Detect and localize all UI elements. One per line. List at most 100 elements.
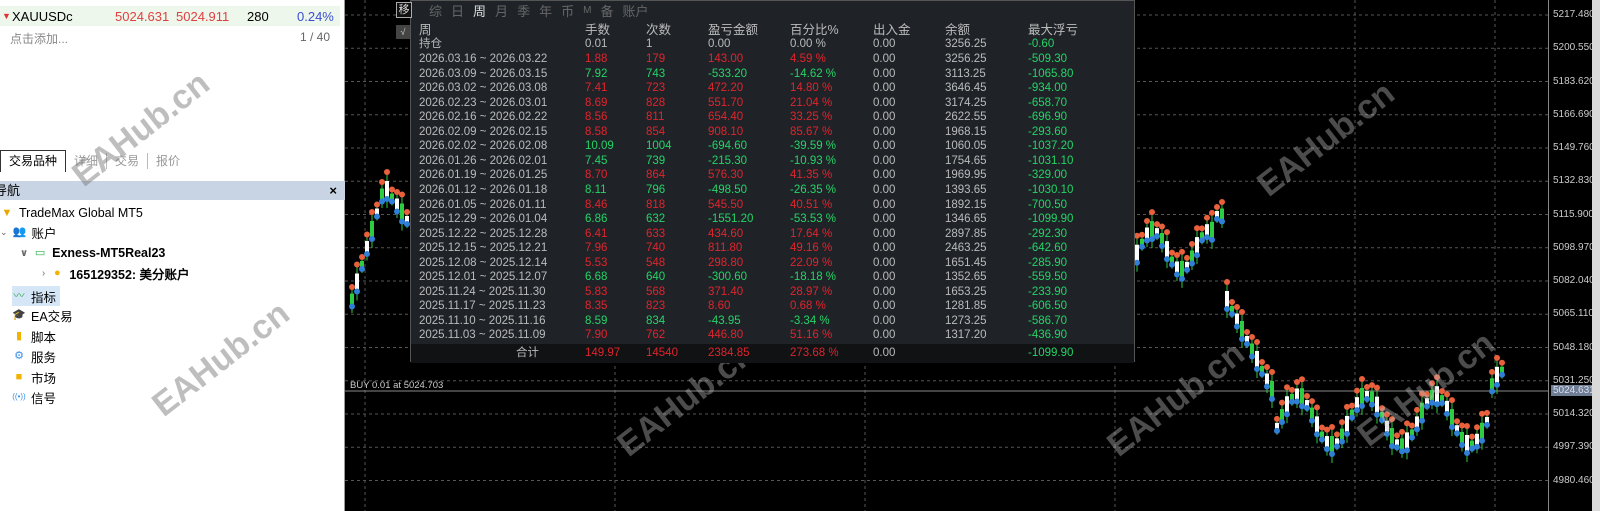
buy-marker [1339,438,1345,445]
period-tab[interactable]: 账户 [622,3,649,19]
tab-trading[interactable]: 交易 [107,153,149,169]
nav-item-broker[interactable]: ▼ TradeMax Global MT5 [1,206,143,220]
cell: 2463.25 [945,242,987,255]
period-tab[interactable]: 季 [517,3,531,19]
cell: 7.41 [585,82,608,95]
period-tab[interactable]: 月 [495,3,509,19]
toggle-checkbox[interactable]: √ [396,25,410,39]
buy-marker [1279,419,1285,426]
accounts-icon: 👥 [12,226,27,238]
table-row: 2026.01.19 ~ 2026.01.25 8.70 864 576.30 41.3… [411,168,1134,183]
price-label: 5183.620 [1553,75,1595,87]
sell-marker [389,186,395,193]
nav-item-server[interactable]: ∨ ▭ Exness-MT5Real23 [20,246,166,260]
cell: -1037.20 [1028,140,1074,153]
sell-marker [1244,329,1250,335]
script-icon: ▮ [15,330,23,342]
period-tab[interactable]: 日 [451,3,465,19]
sell-marker [379,179,385,185]
candle-body [1380,412,1384,421]
buy-marker [1229,311,1235,317]
buy-marker [1169,261,1175,268]
nav-item-accounts[interactable]: ⌄ 👥 账户 [0,226,57,241]
cell: 654.40 [708,111,744,124]
cell: 1393.65 [945,183,987,196]
period-tab[interactable]: 币 [561,3,575,19]
candle-body [1430,389,1434,403]
candle-body [1390,428,1394,447]
cell: 0.00 [873,300,896,313]
cell: 41.35 % [790,169,833,182]
buy-marker [404,221,410,227]
buy-marker [1439,400,1445,407]
nav-item-signals[interactable]: ((•)) 信号 [12,391,57,406]
cell: 1754.65 [945,154,987,167]
add-symbol-row[interactable]: 点击添加... 1 / 40 [0,28,340,46]
nav-item-services[interactable]: ⚙ 服务 [12,346,56,366]
sell-marker [1424,391,1430,398]
table-row: 2026.02.02 ~ 2026.02.08 10.09 1004 -694.60 -… [411,139,1134,154]
cell: 740 [646,242,666,255]
cell: 1 [646,38,653,50]
cell: -293.60 [1028,125,1068,138]
tab-symbols[interactable]: 交易品种 [0,150,67,172]
period-tab[interactable]: 备 [600,3,614,19]
move-button[interactable]: 移 [396,2,412,18]
buy-marker [379,198,385,205]
cell: 0.00 [873,140,896,153]
period-tab[interactable]: 周 [473,3,487,19]
nav-item-market[interactable]: ■ 市场 [12,367,56,387]
cell: 298.80 [708,256,744,269]
buy-marker [1299,403,1305,410]
sell-marker [1159,223,1165,230]
nav-item-scripts[interactable]: ▮ 脚本 [12,326,56,346]
market-watch-row[interactable]: ▼ XAUUSDc 5024.631 5024.911 280 0.24% [0,6,340,26]
cell: -934.00 [1028,82,1068,95]
price-axis[interactable]: 5217.480 5200.550 5183.620 5166.690 5149.760… [1548,0,1597,511]
tab-ticks[interactable]: 报价 [156,154,181,168]
cell: 8.56 [585,111,608,124]
buy-marker [1269,396,1275,402]
cell: 7.90 [585,329,608,342]
cell: -1551.20 [708,213,754,226]
nav-item-indicators[interactable]: 〰指标 [12,286,61,306]
cell: 1004 [646,140,672,153]
cell: -233.90 [1028,285,1068,298]
cell: 百分比% [790,23,839,37]
candle-body [1340,428,1344,442]
cell: 818 [646,198,666,211]
cell: 0.00 [873,111,896,124]
period-tab[interactable]: M [583,4,592,16]
close-icon[interactable]: × [329,183,337,198]
sell-marker [1434,374,1440,381]
sell-marker [1349,402,1355,409]
period-tab[interactable]: 综 [429,3,443,19]
cell: 811.80 [708,242,743,255]
period-tab[interactable]: 年 [539,3,553,19]
cell: 1969.95 [945,169,987,182]
sell-marker [1194,225,1200,232]
ask-price: 5024.911 [176,8,230,24]
sell-marker [1484,409,1490,416]
sell-marker [1169,249,1175,256]
window-border [1592,0,1600,511]
tab-details[interactable]: 详细 [66,153,108,169]
cell: 28.97 % [790,285,833,298]
cell: 8.46 [585,198,608,211]
price-label: 5031.250 [1553,374,1595,386]
sell-marker [1414,406,1420,413]
nav-item-ea[interactable]: 🎓 EA交易 [12,309,73,324]
cell: -559.50 [1028,271,1068,284]
table-row: 2025.12.08 ~ 2025.12.14 5.53 548 298.80 22.0… [411,256,1134,271]
sell-marker [1449,397,1455,404]
candle-body [1325,436,1329,450]
broker-icon: ▼ [1,207,13,219]
candle-body [1385,420,1389,434]
add-symbol-link[interactable]: 点击添加... [10,32,69,46]
cell: -300.60 [708,271,748,284]
candle-body [1475,433,1479,447]
period-toolbar: 综日周月季年币 M 备账户 [429,1,648,19]
candle-body [1320,431,1324,440]
nav-item-account[interactable]: › ● 165129352: 美分账户 [42,267,190,282]
cell: 3174.25 [945,96,987,109]
